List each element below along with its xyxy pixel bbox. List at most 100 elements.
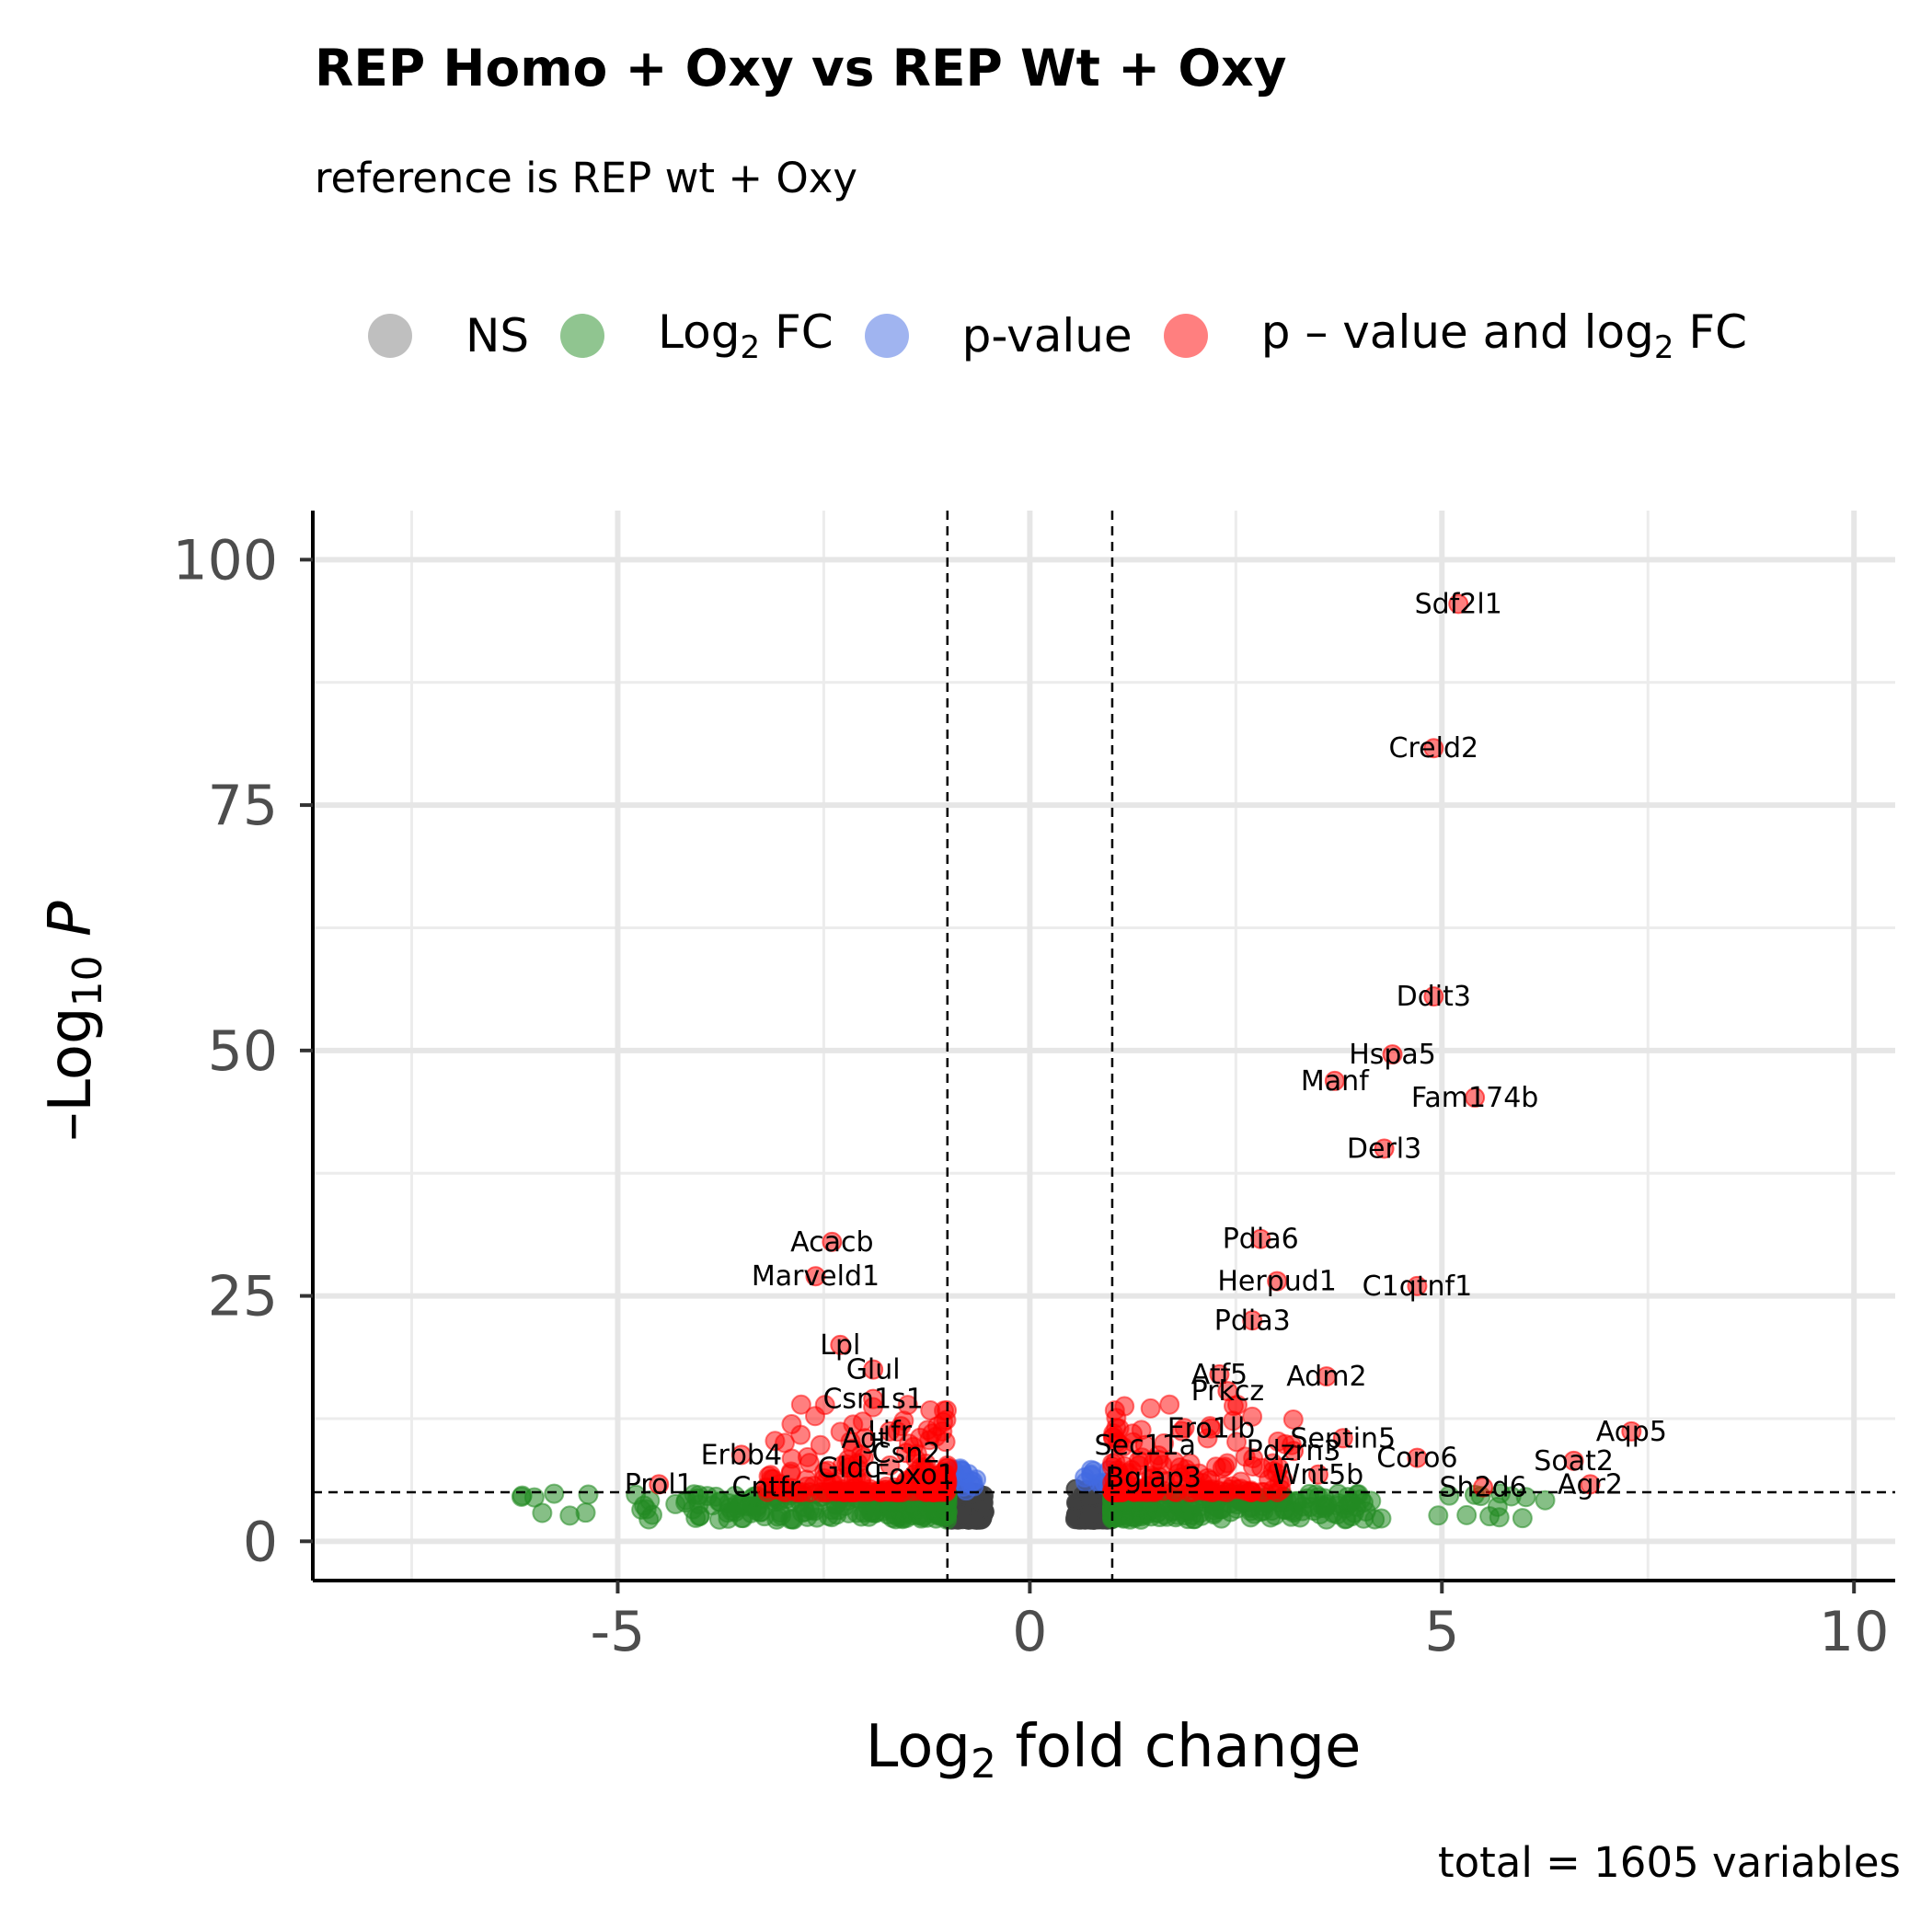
x-tick-label: 5 — [1424, 1600, 1459, 1664]
gene-label: Marveld1 — [752, 1260, 880, 1293]
gene-label: Cntfr — [731, 1472, 800, 1504]
point-log2fc — [544, 1483, 565, 1504]
labeled-point — [1374, 1138, 1395, 1159]
point-log2fc — [532, 1502, 553, 1524]
y-tick-label: 25 — [208, 1265, 278, 1329]
point-sig — [814, 1461, 835, 1482]
point-ns — [1080, 1504, 1101, 1525]
point-log2fc — [1489, 1507, 1510, 1528]
legend-label: p-value — [961, 309, 1133, 362]
labeled-point — [805, 1266, 826, 1287]
gene-label: Gldc — [818, 1452, 880, 1484]
gene-label: Ddit3 — [1397, 981, 1471, 1013]
threshold-lines — [313, 511, 1895, 1581]
point-sig — [1127, 1480, 1148, 1501]
labeled-point — [1209, 1363, 1230, 1385]
legend-label: NS — [466, 309, 530, 362]
point-sig — [1282, 1409, 1304, 1430]
labeled-point — [1332, 1428, 1353, 1449]
gene-label: Pdzrn3 — [1247, 1435, 1341, 1467]
point-sig — [765, 1431, 786, 1452]
gene-label: Prkcz — [1191, 1375, 1265, 1408]
point-sig — [1171, 1420, 1192, 1442]
point-sig — [1114, 1396, 1135, 1417]
point-log2fc — [1439, 1485, 1460, 1506]
labeled-point — [1423, 986, 1444, 1007]
point-log2fc — [1456, 1504, 1478, 1525]
gene-label: Aqp5 — [1596, 1416, 1667, 1448]
labeled-point — [649, 1474, 670, 1495]
point-sig — [880, 1455, 901, 1476]
point-log2fc — [1535, 1489, 1556, 1511]
gene-label: Agr2 — [1558, 1468, 1623, 1501]
labeled-point — [1217, 1381, 1238, 1402]
labeled-point — [880, 1420, 901, 1442]
labeled-point — [1267, 1271, 1288, 1292]
point-sig — [1268, 1431, 1289, 1452]
gene-label: Agt — [842, 1422, 890, 1455]
caption: total = 1605 variables — [1437, 1838, 1901, 1887]
gene-label: Pdia3 — [1214, 1305, 1291, 1337]
labeled-point — [1201, 1418, 1222, 1439]
labeled-point — [1465, 1087, 1486, 1109]
point-sig — [1243, 1448, 1264, 1469]
labeled-point — [863, 1388, 884, 1409]
labeled-point — [1324, 1070, 1345, 1091]
gene-label: Acacb — [790, 1226, 873, 1259]
labeled-point — [838, 1457, 859, 1478]
point-sig — [781, 1448, 802, 1469]
gene-label: Csn1s1 — [822, 1384, 923, 1416]
gene-label: Ero1lb — [1167, 1413, 1255, 1445]
point-sig — [1140, 1397, 1161, 1419]
point-sig — [1242, 1406, 1263, 1427]
labeled-point — [903, 1464, 925, 1485]
gene-label: Bglap3 — [1106, 1462, 1202, 1494]
point-log2fc — [771, 1505, 792, 1526]
point-log2fc — [1428, 1505, 1449, 1526]
y-tick-label: 50 — [208, 1019, 278, 1084]
point-sig — [804, 1406, 825, 1427]
labeled-point — [822, 1231, 843, 1252]
labeled-point — [1407, 1447, 1428, 1468]
legend-key — [368, 314, 412, 358]
legend-key — [1163, 314, 1208, 358]
labeled-point — [1621, 1420, 1642, 1442]
labeled-point — [1242, 1310, 1263, 1331]
legend-item: Log2 FC — [560, 305, 834, 366]
gene-label: Manf — [1301, 1065, 1370, 1098]
point-log2fc — [1512, 1508, 1533, 1529]
point-log2fc — [893, 1502, 914, 1524]
labeled-point — [830, 1334, 851, 1355]
y-tick-label: 0 — [243, 1510, 278, 1574]
gene-label: Pdia6 — [1223, 1224, 1299, 1256]
y-tick-label: 100 — [172, 528, 278, 592]
labeled-point — [896, 1443, 916, 1464]
labeled-point — [1407, 1275, 1428, 1296]
gene-label: Glul — [846, 1354, 901, 1386]
x-axis-title: Log2 fold change — [866, 1713, 1362, 1788]
labeled-point — [1316, 1366, 1337, 1387]
x-tick-label: -5 — [591, 1600, 646, 1664]
legend-key — [560, 314, 605, 358]
gene-label: C1qtnf1 — [1363, 1271, 1473, 1303]
labeled-point — [1283, 1441, 1305, 1462]
legend-item: p – value and log2 FC — [1163, 305, 1747, 366]
labeled-point — [1250, 1228, 1271, 1249]
x-tick-label: 0 — [1012, 1600, 1047, 1664]
point-log2fc — [1181, 1504, 1202, 1525]
labeled-point — [863, 1359, 884, 1380]
gene-label: Soat2 — [1534, 1445, 1614, 1478]
gene-label: Sh2d6 — [1439, 1472, 1526, 1504]
labeled-point — [1473, 1477, 1494, 1498]
labeled-point — [1423, 738, 1444, 759]
point-sig — [853, 1447, 874, 1468]
labeled-point — [1307, 1464, 1328, 1485]
gene-label: Coro6 — [1376, 1443, 1457, 1475]
point-sig — [781, 1414, 802, 1435]
point-log2fc — [1309, 1503, 1330, 1524]
point-sig — [1201, 1478, 1222, 1500]
x-tick-label: 10 — [1819, 1600, 1889, 1664]
gene-label: Lpl — [820, 1329, 860, 1362]
